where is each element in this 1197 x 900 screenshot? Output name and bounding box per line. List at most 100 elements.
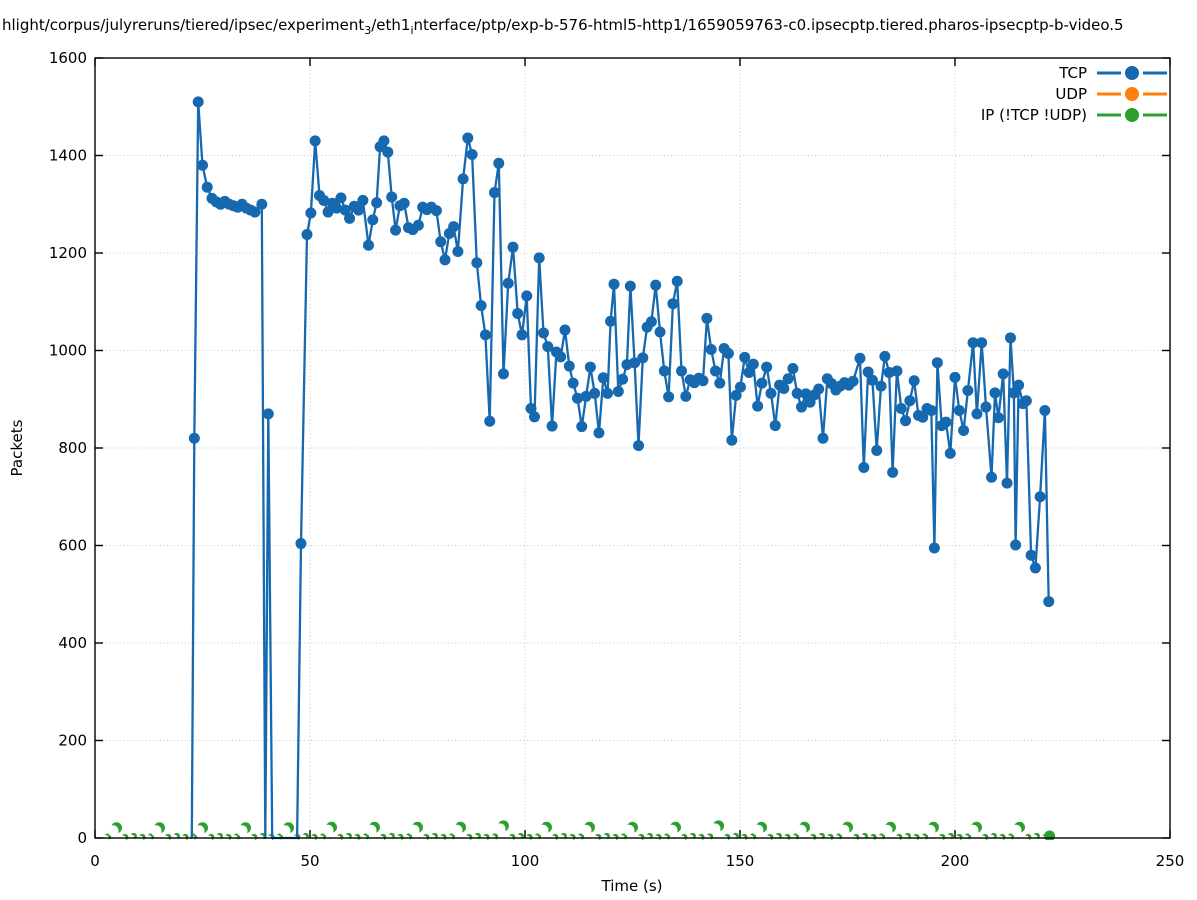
- ip-point-clip: [205, 835, 213, 840]
- tcp-point: [309, 135, 321, 147]
- ip-point-clip: [494, 823, 506, 835]
- tcp-point: [747, 358, 759, 370]
- ip-point-clip: [150, 825, 162, 837]
- tcp-point: [971, 408, 983, 420]
- chart-title-part3: nterface/ptp/exp-b-576-html5-http1/16590…: [413, 16, 1124, 34]
- ip-point-clip: [795, 824, 807, 836]
- tcp-point: [466, 149, 478, 161]
- tcp-point: [452, 246, 464, 258]
- tcp-point: [188, 432, 200, 444]
- tcp-point: [331, 202, 343, 214]
- tcp-point: [940, 416, 952, 428]
- tcp-point: [633, 440, 645, 452]
- ip-point-clip: [979, 835, 987, 840]
- tcp-point: [1010, 539, 1022, 551]
- ip-point-clip: [709, 823, 721, 835]
- tcp-point: [967, 337, 979, 349]
- ip-point-clip: [119, 835, 127, 840]
- tcp-point: [602, 387, 614, 399]
- ip-point-clip: [463, 835, 471, 840]
- tcp-point: [1039, 404, 1051, 416]
- ip-point-clip: [752, 824, 764, 836]
- tcp-point: [322, 206, 334, 218]
- tcp-point: [663, 391, 675, 403]
- ip-point-clip: [107, 825, 119, 837]
- ip-point-clip: [967, 824, 979, 836]
- tcp-point: [584, 361, 596, 373]
- ip-point-clip: [609, 835, 617, 840]
- tcp-point: [339, 204, 351, 216]
- y-tick-label: 1400: [49, 147, 87, 165]
- ip-point-clip: [136, 835, 144, 840]
- tcp-point: [192, 96, 204, 108]
- ip-point-clip: [248, 835, 256, 840]
- x-axis-label: Time (s): [601, 877, 663, 895]
- chart-title-subscript-3: 3: [364, 24, 372, 37]
- tcp-point: [439, 254, 451, 266]
- legend-label: UDP: [1055, 85, 1087, 103]
- tcp-point: [362, 239, 374, 251]
- ip-point-clip: [437, 835, 445, 840]
- tcp-point: [576, 421, 588, 433]
- tcp-point: [778, 383, 790, 395]
- tcp-point: [697, 375, 709, 387]
- ip-point-clip: [279, 825, 291, 837]
- tcp-point: [502, 277, 514, 289]
- tcp-point: [676, 365, 688, 377]
- ip-point-clip: [838, 824, 850, 836]
- x-tick-label: 150: [726, 852, 755, 870]
- tcp-point: [430, 205, 442, 217]
- y-tick-label: 400: [58, 634, 87, 652]
- tcp-point: [958, 424, 970, 436]
- ip-point-clip: [666, 824, 678, 836]
- tcp-point: [512, 307, 524, 319]
- tcp-point: [701, 312, 713, 324]
- tcp-point: [589, 387, 601, 399]
- ip-point-clip: [635, 835, 643, 840]
- tcp-point: [671, 275, 683, 287]
- legend-label: TCP: [1058, 64, 1087, 82]
- tcp-point: [546, 420, 558, 432]
- ip-point-clip: [936, 835, 944, 840]
- tcp-point: [989, 387, 1001, 399]
- x-tick-label: 0: [90, 852, 100, 870]
- ip-point-clip: [193, 825, 205, 837]
- tcp-point: [1029, 562, 1041, 574]
- ip-point-clip: [334, 835, 342, 840]
- ip-point-clip: [781, 835, 789, 840]
- tcp-point: [879, 350, 891, 362]
- ip-point-clip: [893, 835, 901, 840]
- tcp-point: [875, 380, 887, 392]
- ip-point-clip: [420, 835, 428, 840]
- tcp-point: [862, 366, 874, 378]
- tcp-point: [904, 395, 916, 407]
- tcp-point: [479, 329, 491, 341]
- tcp-point: [555, 351, 567, 363]
- tcp-point: [559, 324, 571, 336]
- tcp-point: [667, 298, 679, 310]
- tcp-point: [917, 411, 929, 423]
- tcp-point: [680, 390, 692, 402]
- x-tick-label: 50: [300, 852, 319, 870]
- tcp-point: [318, 194, 330, 206]
- tcp-point: [887, 466, 899, 478]
- tcp-point: [769, 420, 781, 432]
- tcp-point: [197, 159, 208, 171]
- ip-point-clip: [764, 835, 772, 840]
- tcp-point: [645, 316, 657, 328]
- tcp-point: [743, 366, 755, 378]
- tcp-point: [847, 375, 859, 387]
- tcp-point: [488, 187, 500, 199]
- tcp-point: [953, 404, 965, 416]
- tcp-point: [571, 392, 583, 404]
- tcp-point: [795, 401, 807, 413]
- tcp-point: [344, 212, 356, 224]
- tcp-point: [871, 444, 883, 456]
- ip-point-clip: [351, 835, 359, 840]
- tcp-point: [528, 411, 540, 423]
- tcp-point: [249, 206, 261, 218]
- ip-point-clip: [1022, 835, 1030, 840]
- y-tick-label: 600: [58, 537, 87, 555]
- tcp-point: [305, 207, 317, 219]
- tcp-point: [705, 344, 717, 356]
